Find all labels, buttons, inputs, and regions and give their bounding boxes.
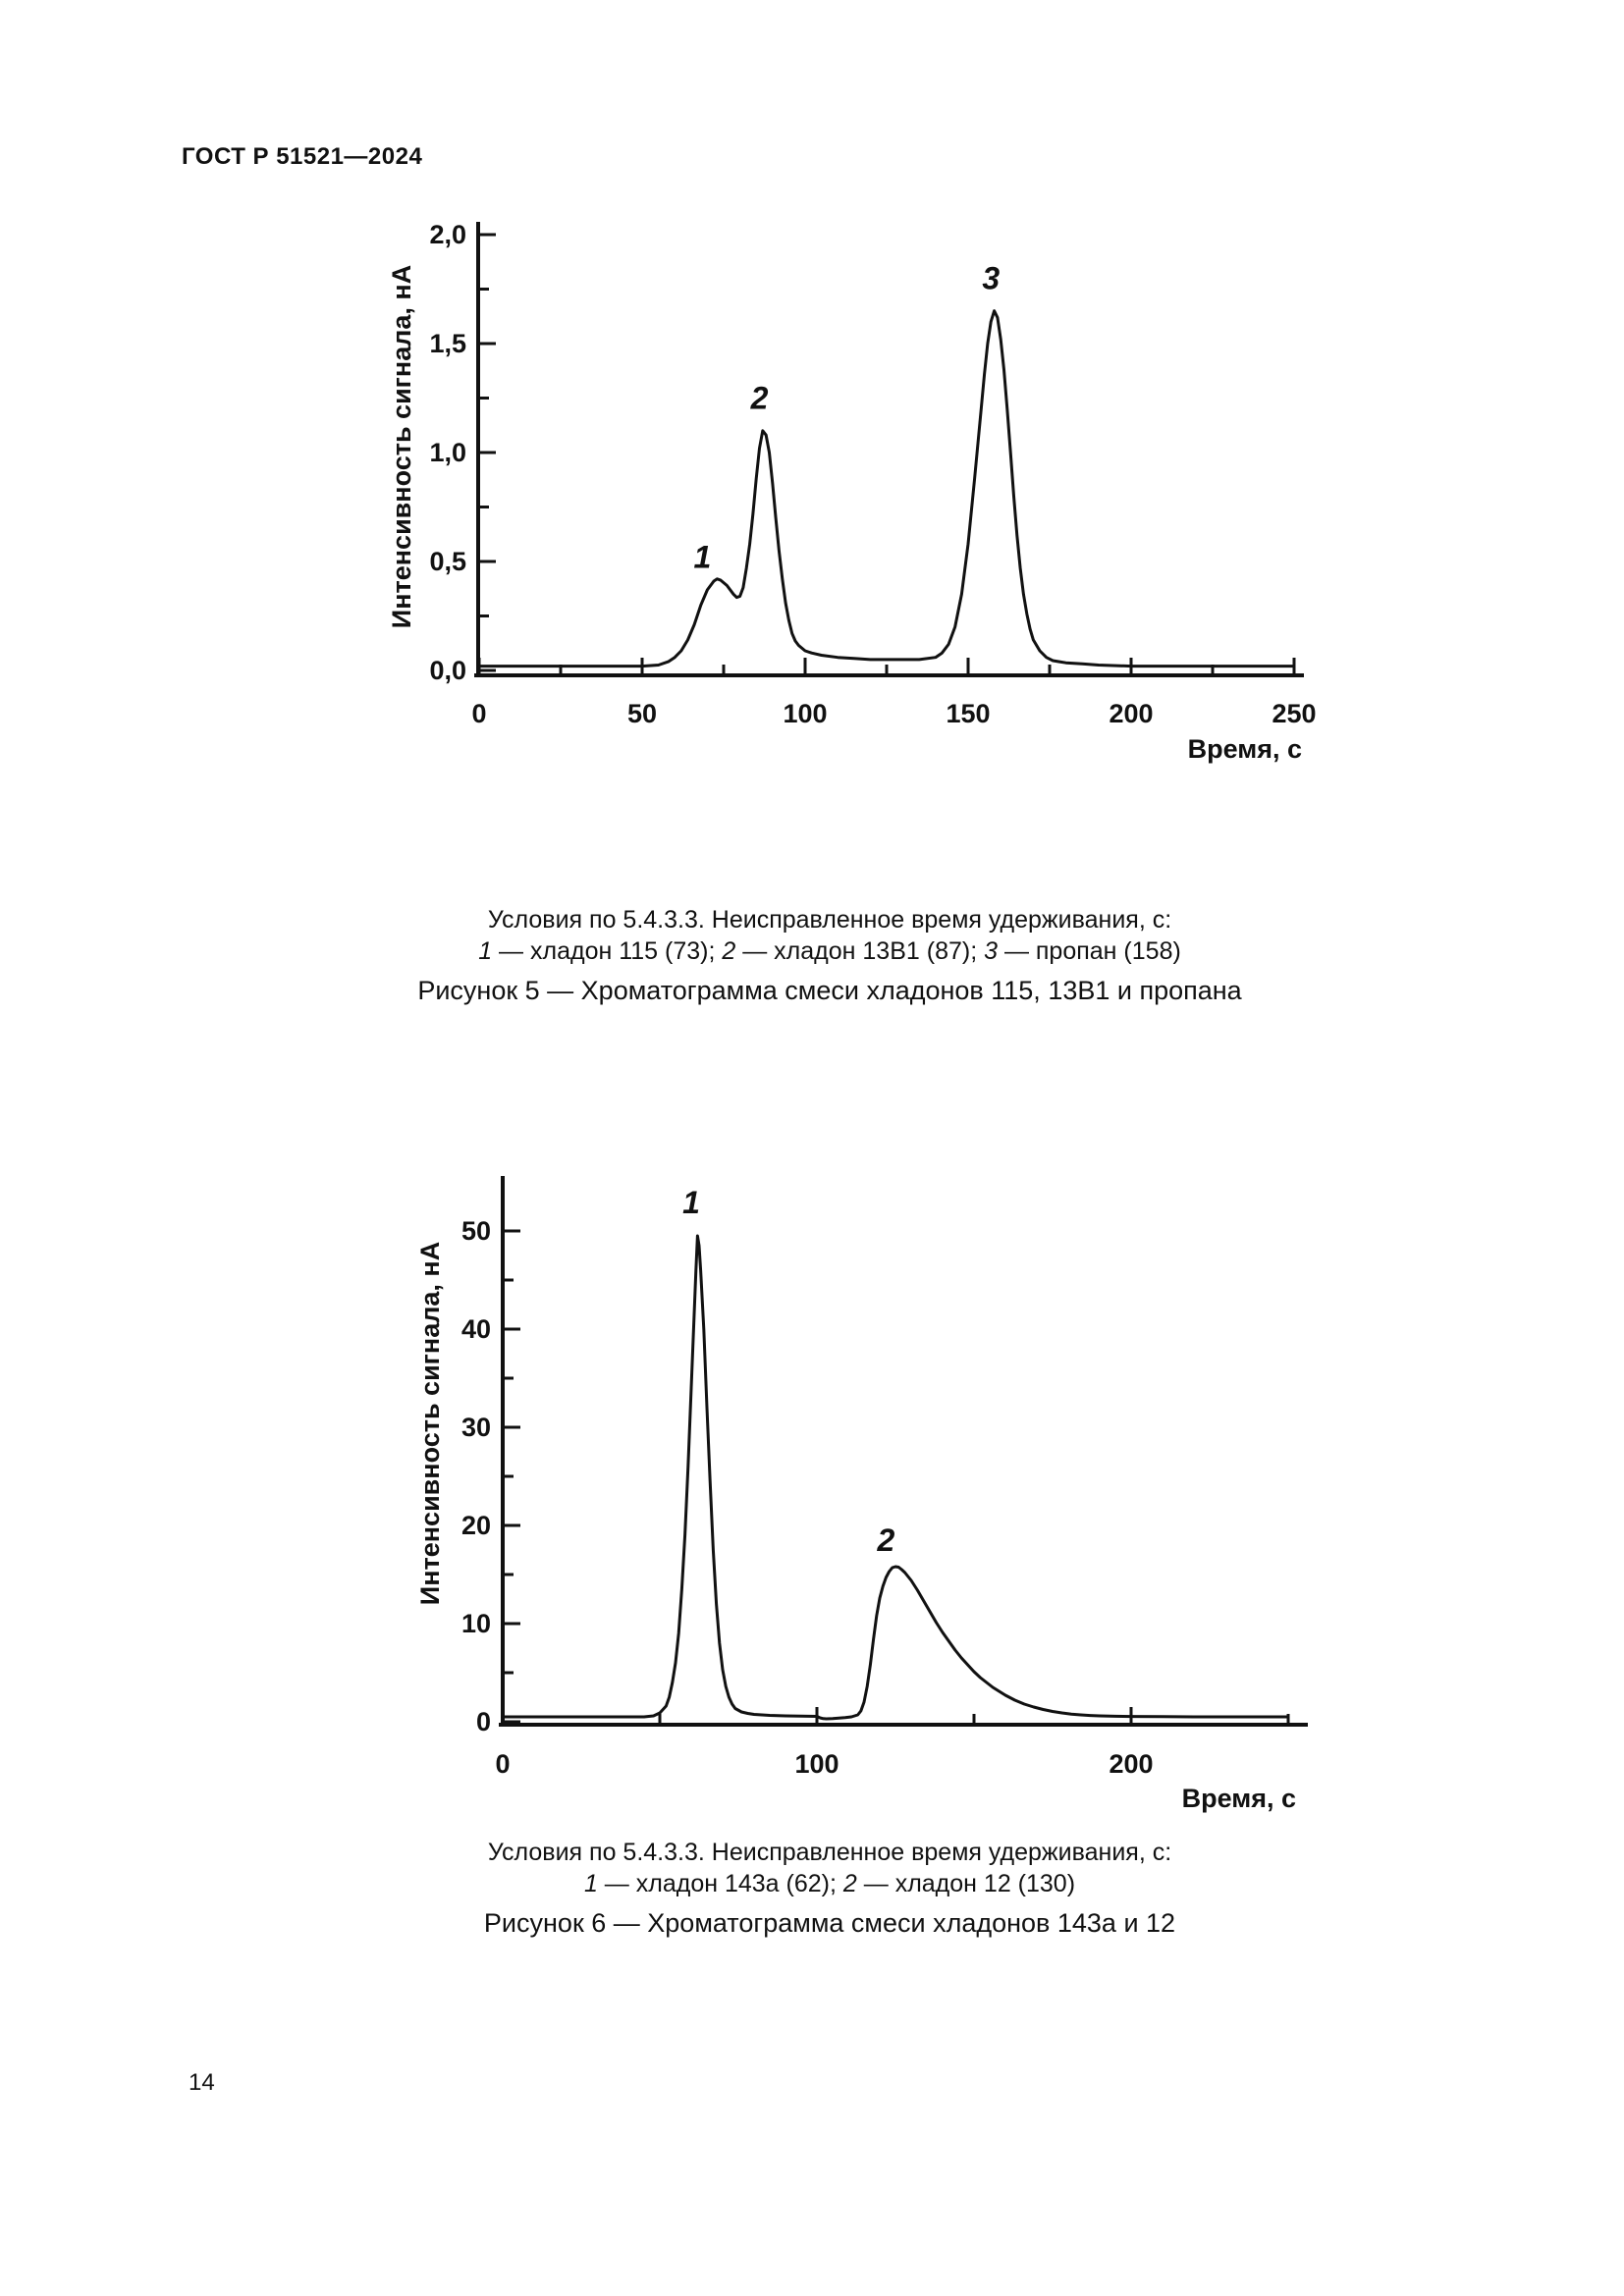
svg-text:40: 40 xyxy=(461,1314,491,1344)
svg-text:0: 0 xyxy=(471,699,486,728)
svg-text:1,5: 1,5 xyxy=(429,329,466,358)
svg-text:1: 1 xyxy=(682,1185,700,1220)
svg-text:2,0: 2,0 xyxy=(429,220,466,249)
figure5-chart: 0 50 100 150 200 250 0,0 0,5 1,0 1,5 2,0 Интенсивно… xyxy=(387,220,1317,764)
svg-text:Интенсивность сигнала, нА: Интенсивность сигнала, нА xyxy=(387,265,416,628)
svg-text:20: 20 xyxy=(461,1511,491,1540)
svg-text:50: 50 xyxy=(461,1216,491,1246)
svg-text:Время, с: Время, с xyxy=(1182,1784,1296,1813)
svg-text:1,0: 1,0 xyxy=(429,438,466,467)
svg-text:0: 0 xyxy=(476,1707,491,1736)
svg-text:3: 3 xyxy=(982,261,1000,296)
page-number: 14 xyxy=(189,2069,215,2096)
figure6-conditions-line1: Условия по 5.4.3.3. Неисправленное время… xyxy=(487,1839,1172,1866)
svg-text:1: 1 xyxy=(694,540,712,575)
svg-text:0: 0 xyxy=(495,1749,510,1779)
svg-text:50: 50 xyxy=(627,699,657,728)
svg-text:250: 250 xyxy=(1272,699,1316,728)
figure6-title: Рисунок 6 — Хроматограмма смеси хладонов… xyxy=(483,1908,1176,1938)
svg-text:0,5: 0,5 xyxy=(429,547,466,576)
svg-text:Время, с: Время, с xyxy=(1188,734,1302,764)
figure6-chart: 0 100 200 0 10 20 30 40 50 Интенсивность сигнала,… xyxy=(415,1176,1308,1813)
document-header: ГОСТ Р 51521—2024 xyxy=(182,143,423,170)
svg-text:150: 150 xyxy=(946,699,990,728)
svg-text:2: 2 xyxy=(877,1522,895,1558)
svg-text:200: 200 xyxy=(1109,699,1153,728)
figure5-title: Рисунок 5 — Хроматограмма смеси хладонов… xyxy=(417,976,1242,1005)
svg-text:10: 10 xyxy=(461,1609,491,1638)
svg-text:100: 100 xyxy=(783,699,827,728)
svg-text:0,0: 0,0 xyxy=(429,656,466,685)
svg-text:100: 100 xyxy=(794,1749,839,1779)
svg-text:200: 200 xyxy=(1109,1749,1153,1779)
figure6-conditions-line2: 1 — хладон 143а (62); 2 — хладон 12 (130… xyxy=(583,1870,1076,1897)
svg-text:2: 2 xyxy=(750,381,769,416)
svg-text:30: 30 xyxy=(461,1413,491,1442)
figure5-conditions-line2: 1 — хладон 115 (73); 2 — хладон 13В1 (87… xyxy=(478,937,1181,965)
figure5-conditions-line1: Условия по 5.4.3.3. Неисправленное время… xyxy=(487,906,1172,934)
svg-text:Интенсивность сигнала, нА: Интенсивность сигнала, нА xyxy=(415,1242,445,1605)
